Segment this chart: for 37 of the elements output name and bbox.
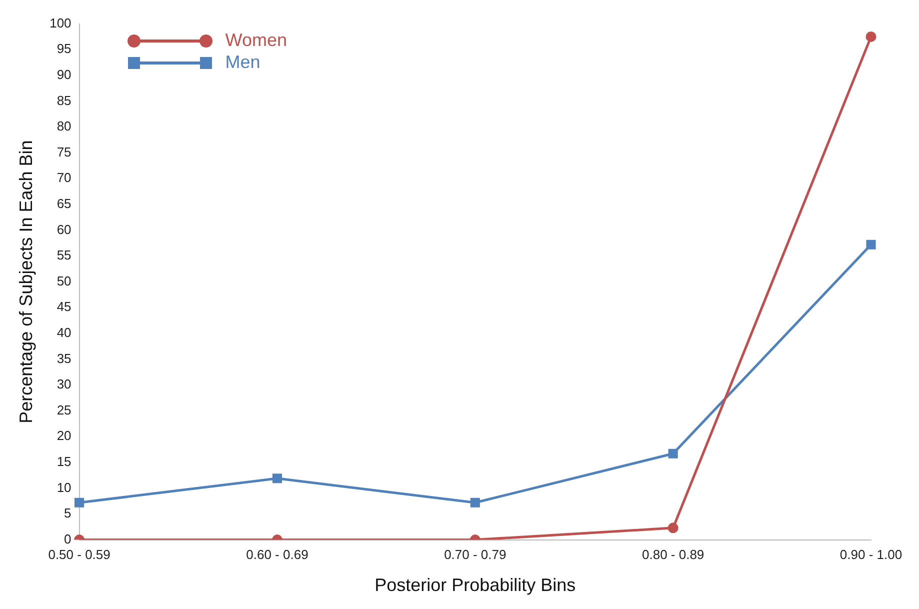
point [272,474,282,484]
x-tick-label: 0.80 - 0.89 [642,547,704,562]
y-tick-label: 20 [56,428,72,444]
y-tick-label: 30 [56,376,72,392]
x-tick-label: 0.70 - 0.79 [444,547,506,562]
point [668,522,678,534]
y-axis-title: Percentage of Subjects In Each Bin [16,140,36,424]
y-tick-label: 80 [56,118,72,134]
x-tick-label: 0.50 - 0.59 [48,547,110,562]
point [866,31,876,42]
y-tick-label: 10 [56,480,72,495]
legend-label: Women [225,30,287,52]
legend-label: Men [225,52,260,74]
y-tick-label: 40 [56,324,72,340]
x-axis-title: Posterior Probability Bins [374,575,576,596]
point [668,448,678,458]
y-tick-label: 25 [56,402,72,418]
y-tick-label: 75 [56,144,72,160]
point [866,240,876,250]
point [470,498,480,508]
y-tick-label: 60 [56,222,72,237]
y-tick-label: 5 [64,506,72,521]
y-tick-label: 90 [56,66,72,82]
y-tick-label: 35 [56,350,72,366]
y-tick-label: 0 [64,531,72,546]
y-tick-label: 50 [56,273,72,288]
y-tick-label: 55 [56,248,72,263]
y-tick-label: 65 [56,196,72,211]
x-tick-label: 0.90 - 1.00 [840,547,902,562]
y-tick-label: 70 [56,170,72,186]
y-tick-label: 95 [56,41,72,56]
y-tick-label: 85 [56,92,72,108]
x-tick-label: 0.60 - 0.69 [246,547,308,562]
y-tick-label: 15 [56,454,72,469]
y-tick-label: 100 [50,15,72,30]
point [74,498,84,508]
y-tick-label: 45 [56,299,72,314]
